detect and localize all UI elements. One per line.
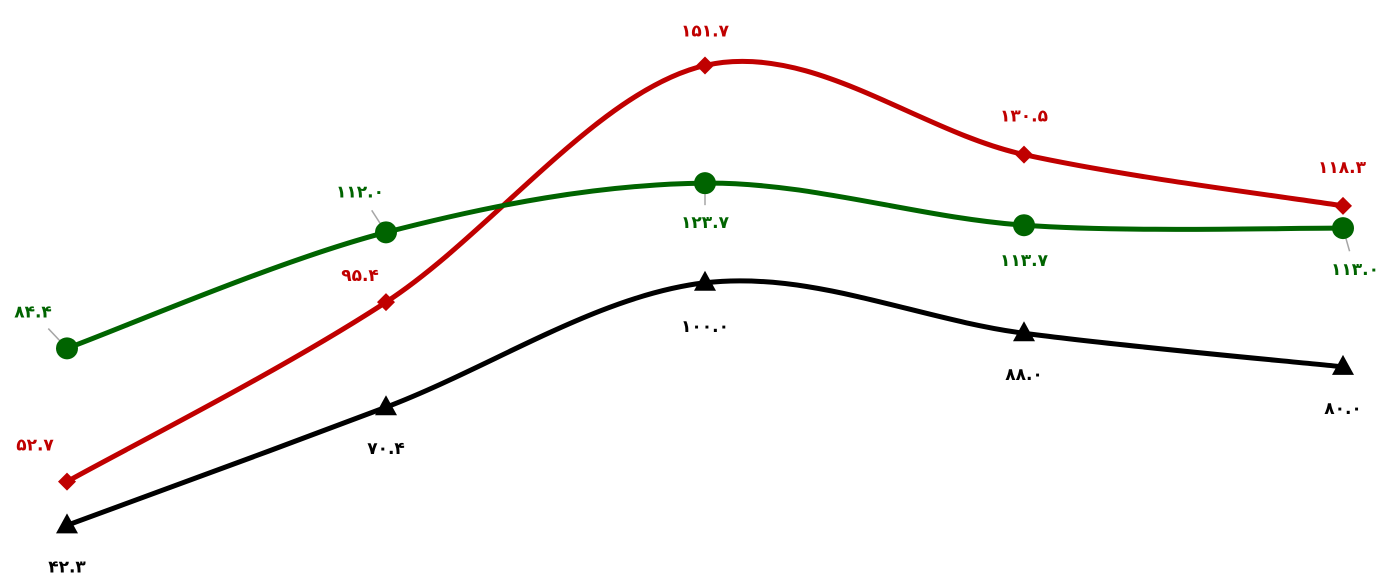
triangle-marker [1013,321,1035,342]
diamond-marker [377,293,395,312]
data-label: ۱۱۸.۳ [1318,158,1367,178]
data-label: ۸۴.۴ [14,302,52,322]
data-label: ۱۱۳.۰ [1331,260,1379,280]
data-label: ۵۲.۷ [16,436,54,456]
data-label: ۱۲۳.۷ [681,213,730,233]
data-label: ۱۰۰.۰ [681,317,729,337]
data-label: ۴۲.۳ [48,557,86,577]
data-label: ۸۰.۰ [1324,399,1362,419]
triangle-marker [375,395,397,416]
circle-marker [56,337,78,360]
data-label: ۸۸.۰ [1005,365,1043,385]
circle-marker [375,221,397,244]
triangle-marker [1332,354,1354,375]
diamond-marker [58,472,76,491]
data-label: ۷۰.۴ [367,439,405,459]
series-lines [64,58,1346,528]
data-label: ۱۱۲.۰ [336,182,384,202]
triangle-marker [694,270,716,291]
data-label: ۱۳۰.۵ [1000,107,1048,127]
diamond-marker [1015,145,1033,164]
data-label: ۱۵۱.۷ [681,21,730,41]
series-line-diamond [64,58,1346,485]
circle-marker [694,172,716,195]
diamond-marker [1334,196,1352,215]
data-labels: ۴۲.۳ ۷۰.۴ ۱۰۰.۰ ۸۸.۰ ۸۰.۰ ۵۲.۷ ۹۵.۴ ۱۵۱.۷ ۱۳۰.۵ ۱… [14,21,1379,577]
data-label: ۱۱۳.۷ [1000,251,1049,271]
triangle-marker [56,513,78,534]
series-markers [56,56,1354,534]
circle-marker [1332,217,1354,240]
data-label: ۹۵.۴ [341,266,379,286]
circle-marker [1013,214,1035,237]
diamond-marker [696,56,714,75]
